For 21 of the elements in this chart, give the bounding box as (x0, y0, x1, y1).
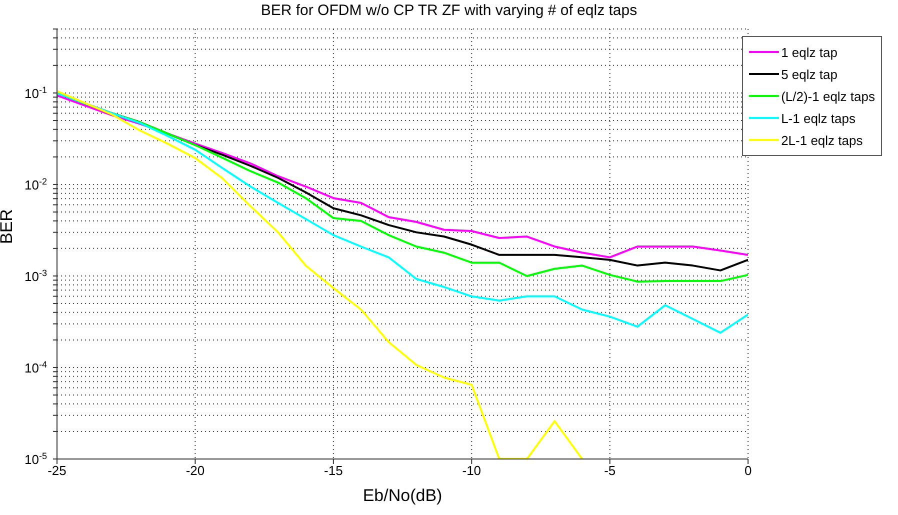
x-tick-label: -10 (462, 463, 482, 478)
x-tick-label: -5 (604, 463, 616, 478)
line-series (57, 90, 584, 459)
y-tick-label: 10$^{-4}$ (24, 359, 47, 376)
x-tick-label: -25 (48, 463, 66, 478)
x-tick-label: 0 (744, 463, 752, 478)
x-axis-title: Eb/No(dB) (362, 486, 442, 505)
legend-label: (L/2)-1 eqlz taps (781, 88, 875, 104)
y-tick-label: 10$^{-2}$ (24, 176, 47, 192)
y-axis-title: BER (0, 209, 16, 244)
y-tick-label: 10$^{-3}$ (24, 268, 47, 284)
legend-label: L-1 eqlz taps (781, 110, 856, 126)
line-series (57, 92, 748, 334)
x-tick-label: -20 (186, 463, 205, 478)
y-tick-label: 10$^{-5}$ (24, 451, 47, 467)
x-tick-label: -15 (324, 463, 343, 478)
y-tick-label: 10$^{-1}$ (24, 84, 47, 101)
legend-label: 2L-1 eqlz taps (781, 132, 863, 148)
chart-title: BER for OFDM w/o CP TR ZF with varying # of eqlz taps (260, 2, 638, 19)
legend-label: 5 eqlz tap (781, 66, 838, 82)
legend-label: 1 eqlz tap (781, 44, 838, 60)
